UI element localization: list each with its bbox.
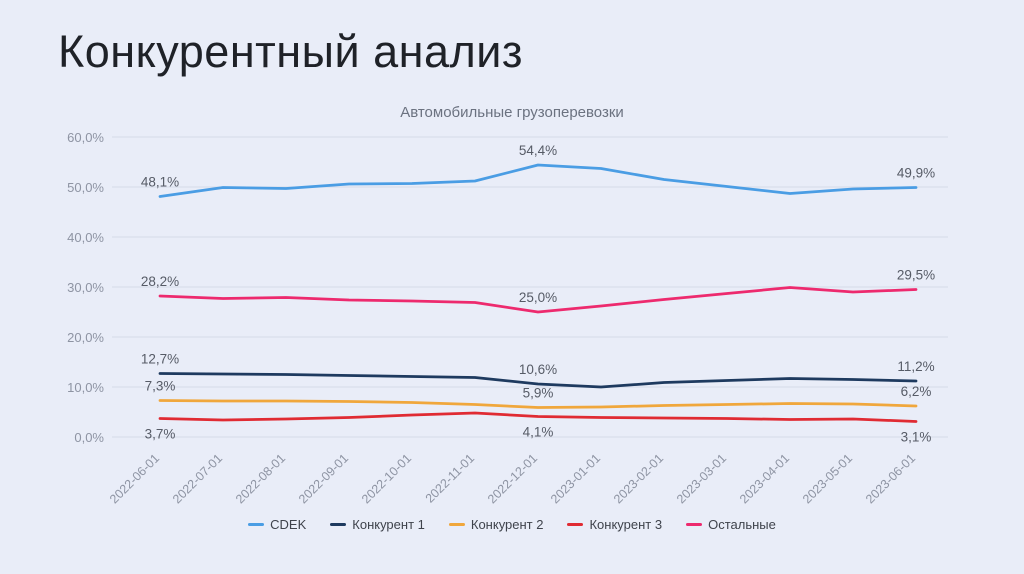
- y-axis-tick-label: 20,0%: [67, 330, 104, 345]
- x-axis-tick-label: 2023-04-01: [737, 451, 792, 506]
- chart-title: Автомобильные грузоперевозки: [400, 104, 624, 121]
- data-label-конкурент-2: 6,2%: [901, 384, 932, 399]
- x-axis-tick-label: 2022-09-01: [296, 451, 351, 506]
- data-label-конкурент-3: 3,1%: [901, 430, 932, 445]
- series-line-конкурент-1: [158, 372, 918, 389]
- x-axis-tick-label: 2022-08-01: [233, 451, 288, 506]
- x-axis-tick-label: 2022-10-01: [359, 451, 414, 506]
- data-label-остальные: 25,0%: [519, 290, 557, 305]
- x-axis-tick-label: 2023-02-01: [611, 451, 666, 506]
- legend-swatch: [567, 523, 584, 526]
- series-line-cdek: [158, 163, 918, 198]
- legend-swatch: [448, 523, 465, 526]
- legend-label: Конкурент 3: [589, 517, 663, 532]
- page-title: Конкурентный анализ: [58, 26, 524, 77]
- x-axis-tick-label: 2022-12-01: [485, 451, 540, 506]
- data-label-cdek: 49,9%: [897, 166, 935, 181]
- y-axis-tick-label: 30,0%: [67, 280, 104, 295]
- data-label-конкурент-3: 3,7%: [145, 427, 176, 442]
- data-label-остальные: 28,2%: [141, 274, 179, 289]
- data-label-конкурент-1: 10,6%: [519, 362, 557, 377]
- legend-item-конкурент-1[interactable]: Конкурент 1: [330, 517, 425, 532]
- legend-label: Конкурент 2: [470, 517, 544, 532]
- data-label-cdek: 54,4%: [519, 143, 557, 158]
- legend-label: Остальные: [708, 517, 776, 532]
- x-axis-tick-label: 2022-07-01: [170, 451, 225, 506]
- data-label-остальные: 29,5%: [897, 268, 935, 283]
- x-axis-tick-label: 2023-03-01: [674, 451, 729, 506]
- data-label-cdek: 48,1%: [141, 175, 179, 190]
- data-label-конкурент-1: 12,7%: [141, 352, 179, 367]
- series-line-остальные: [158, 286, 918, 314]
- data-label-конкурент-2: 7,3%: [145, 379, 176, 394]
- x-axis-tick-label: 2022-06-01: [107, 451, 162, 506]
- data-label-конкурент-2: 5,9%: [523, 386, 554, 401]
- legend-swatch: [248, 523, 265, 526]
- x-axis-tick-label: 2023-06-01: [863, 451, 918, 506]
- legend-item-конкурент-2[interactable]: Конкурент 2: [448, 517, 544, 532]
- legend-item-cdek[interactable]: CDEK: [248, 517, 306, 532]
- data-label-конкурент-1: 11,2%: [897, 359, 934, 374]
- series-line-конкурент-3: [158, 411, 918, 423]
- legend-swatch: [686, 523, 703, 526]
- y-axis-tick-label: 10,0%: [67, 380, 104, 395]
- y-axis-tick-label: 60,0%: [67, 130, 104, 145]
- legend-label: Конкурент 1: [352, 517, 425, 532]
- chart-legend: CDEK Конкурент 1 Конкурент 2 Конкурент 3 Ост…: [0, 517, 1024, 532]
- legend-item-конкурент-3[interactable]: Конкурент 3: [567, 517, 662, 532]
- data-label-конкурент-3: 4,1%: [523, 425, 554, 440]
- x-axis-tick-label: 2023-01-01: [548, 451, 603, 506]
- series-line-конкурент-2: [158, 399, 918, 409]
- x-axis-tick-label: 2023-05-01: [800, 451, 855, 506]
- y-axis-tick-label: 50,0%: [67, 180, 104, 195]
- legend-label: CDEK: [270, 517, 307, 532]
- legend-item-остальные[interactable]: Остальные: [686, 517, 776, 532]
- y-axis-tick-label: 0,0%: [74, 430, 104, 445]
- legend-swatch: [330, 523, 347, 526]
- x-axis-tick-label: 2022-11-01: [423, 451, 477, 505]
- y-axis-tick-label: 40,0%: [67, 230, 104, 245]
